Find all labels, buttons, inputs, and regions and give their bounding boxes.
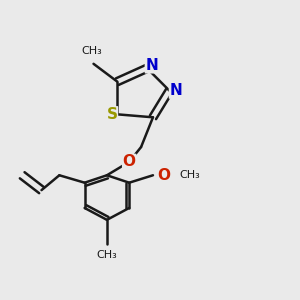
Text: CH₃: CH₃ xyxy=(82,46,102,56)
Text: N: N xyxy=(146,58,158,73)
Text: O: O xyxy=(157,168,170,183)
Text: CH₃: CH₃ xyxy=(180,170,200,180)
Text: S: S xyxy=(106,107,118,122)
Text: N: N xyxy=(169,83,182,98)
Text: CH₃: CH₃ xyxy=(97,250,117,260)
Text: O: O xyxy=(123,154,136,169)
